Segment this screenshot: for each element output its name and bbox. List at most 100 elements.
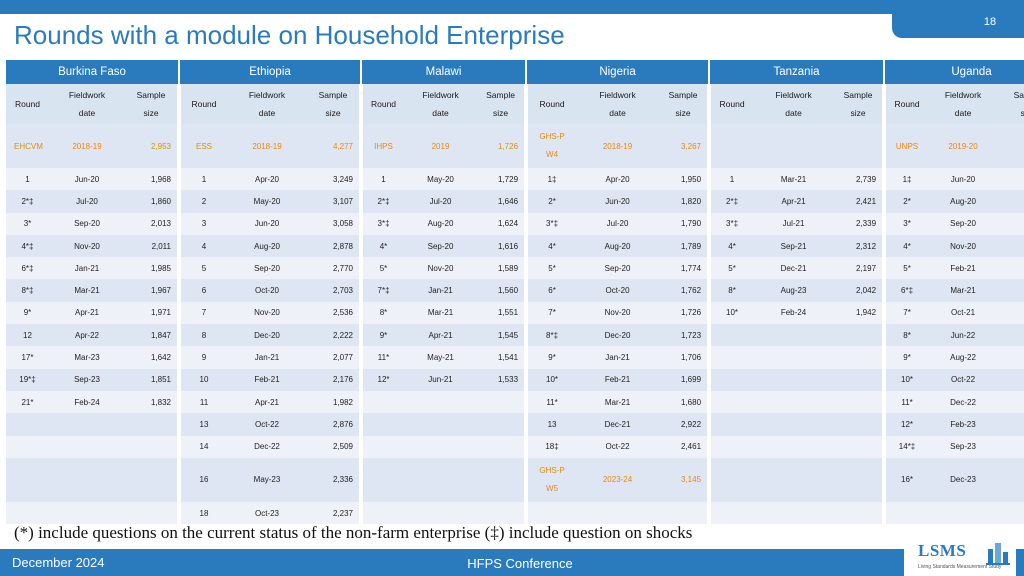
fieldwork-date-cell: Dec-22 xyxy=(227,435,307,458)
sample-size-cell xyxy=(477,435,527,458)
table-row: 12 Apr-22 1,847 8 Dec-20 2,222 9* Apr-21 1,545 8*… xyxy=(6,324,1024,347)
lsms-logo: LSMS Living Standards Measurement Study xyxy=(904,535,1016,576)
bottom-bar xyxy=(0,549,1024,576)
sample-size-cell: 3,249 xyxy=(307,168,362,191)
sample-size-cell: 2,222 xyxy=(307,324,362,347)
fieldwork-header-line: date xyxy=(785,108,802,118)
fieldwork-date-cell xyxy=(404,390,478,414)
sample-size-header: Sample size xyxy=(834,84,885,124)
fieldwork-date-cell: Sep-20 xyxy=(49,212,125,235)
sample-size-header: Sample size xyxy=(477,84,527,124)
sample-size-header: Sample size xyxy=(998,84,1024,124)
fieldwork-date-cell: Mar-21 xyxy=(576,390,660,414)
fieldwork-date-cell: Oct-23 xyxy=(227,501,307,525)
round-cell: 13 xyxy=(524,413,577,436)
fieldwork-date-cell: Jun-20 xyxy=(928,168,999,191)
round-cell: 4*‡ xyxy=(6,234,49,258)
round-cell: 11* xyxy=(524,390,577,414)
fieldwork-date-cell: Apr-21 xyxy=(753,190,835,213)
round-cell: 2* xyxy=(882,190,929,213)
sample-size-cell: 2,703 xyxy=(307,279,362,302)
sample-size-cell: 1,624 xyxy=(477,212,527,235)
sample-size-cell: 2,878 xyxy=(307,234,362,258)
round-cell: 6*‡ xyxy=(6,257,49,280)
round-cell: 12* xyxy=(359,368,405,391)
fieldwork-date-cell xyxy=(49,413,125,436)
fieldwork-date-cell: Apr-20 xyxy=(227,168,307,191)
fieldwork-date-cell xyxy=(753,368,835,391)
sample-size-cell: 2,100 xyxy=(998,279,1024,302)
round-cell: 10 xyxy=(177,368,227,391)
country-header-row: Burkina Faso Ethiopia Malawi Nigeria Tanzani… xyxy=(6,60,1024,84)
round-cell xyxy=(707,501,754,525)
sample-size-cell: 1,665 xyxy=(998,390,1024,414)
sample-header-line: size xyxy=(1020,108,1024,118)
sample-size-cell: 2,922 xyxy=(659,413,710,436)
sample-size-cell: 1,790 xyxy=(659,212,710,235)
fieldwork-date-cell: Dec-22 xyxy=(928,390,999,414)
round-cell: 16* xyxy=(882,457,929,502)
fieldwork-date-cell: Aug-22 xyxy=(928,346,999,369)
sample-size-cell: 2,199 xyxy=(998,190,1024,213)
round-cell: 17* xyxy=(6,346,49,369)
sample-size-cell xyxy=(125,501,179,525)
round-cell: 1 xyxy=(359,168,405,191)
sample-size-cell: 1,851 xyxy=(125,368,179,391)
sample-size-cell: 1,982 xyxy=(307,390,362,414)
sample-size-cell: 1,589 xyxy=(477,257,527,280)
fieldwork-date-cell: Dec-21 xyxy=(753,257,835,280)
round-cell xyxy=(707,368,754,391)
round-cell: 14 xyxy=(177,435,227,458)
round-cell: 6 xyxy=(177,279,227,302)
round-cell: 3*‡ xyxy=(359,212,405,235)
fieldwork-header-line: date xyxy=(432,108,449,118)
fieldwork-date-cell: Nov-20 xyxy=(928,234,999,258)
fieldwork-date-cell: Sep-20 xyxy=(404,234,478,258)
round-cell: 7* xyxy=(882,301,929,325)
round-cell: IHPS xyxy=(359,124,405,168)
fieldwork-date-cell: Jan-21 xyxy=(49,257,125,280)
sample-size-cell: 1,789 xyxy=(659,234,710,258)
sample-size-cell: 2,421 xyxy=(834,190,885,213)
round-cell: 8*‡ xyxy=(524,324,577,347)
building-icon xyxy=(986,543,1010,565)
fieldwork-date-cell: Dec-20 xyxy=(227,324,307,347)
sample-size-cell xyxy=(834,435,885,458)
sample-size-cell: 1,971 xyxy=(125,301,179,325)
fieldwork-date-cell xyxy=(404,457,478,502)
sample-size-cell: 2,176 xyxy=(307,368,362,391)
fieldwork-date-cell: Apr-21 xyxy=(49,301,125,325)
fieldwork-header-line: date xyxy=(78,108,96,118)
sample-size-cell: 1,560 xyxy=(477,279,527,302)
sample-size-cell: 1,942 xyxy=(834,301,885,325)
round-cell xyxy=(6,457,49,502)
round-cell: GHS-P W4 xyxy=(524,124,577,168)
round-cell: 19*‡ xyxy=(6,368,49,391)
round-cell: 12* xyxy=(882,413,929,436)
sample-size-cell: 2,077 xyxy=(307,346,362,369)
fieldwork-date-header: Fieldwork date xyxy=(928,84,999,124)
round-cell: 2*‡ xyxy=(6,190,49,213)
fieldwork-date-cell: Mar-21 xyxy=(753,168,835,191)
fieldwork-date-cell: Jun-21 xyxy=(404,368,478,391)
round-cell: 3* xyxy=(882,212,929,235)
fieldwork-date-cell: Sep-23 xyxy=(928,435,999,458)
table-row: 18 Oct-23 2,237 xyxy=(6,501,1024,525)
round-cell: 10* xyxy=(707,301,754,325)
round-cell: 3* xyxy=(6,212,49,235)
fieldwork-date-cell: Jun-20 xyxy=(227,212,307,235)
round-cell: 8 xyxy=(177,324,227,347)
sample-size-cell: 1,723 xyxy=(659,324,710,347)
fieldwork-date-cell: Sep-21 xyxy=(753,234,835,258)
table-row: 3* Sep-20 2,013 3 Jun-20 3,058 3*‡ Aug-20 1,624 3… xyxy=(6,212,1024,235)
round-cell: 10* xyxy=(882,368,929,391)
sample-size-cell: 2,770 xyxy=(307,257,362,280)
fieldwork-date-cell xyxy=(576,501,660,525)
fieldwork-date-cell: Jun-20 xyxy=(49,168,125,191)
sample-size-cell xyxy=(477,457,527,502)
round-cell: 9* xyxy=(359,324,405,347)
round-cell: 2*‡ xyxy=(359,190,405,213)
round-cell: 6*‡ xyxy=(882,279,929,302)
round-cell: 8* xyxy=(882,324,929,347)
sample-size-header: Sample size xyxy=(125,84,179,124)
